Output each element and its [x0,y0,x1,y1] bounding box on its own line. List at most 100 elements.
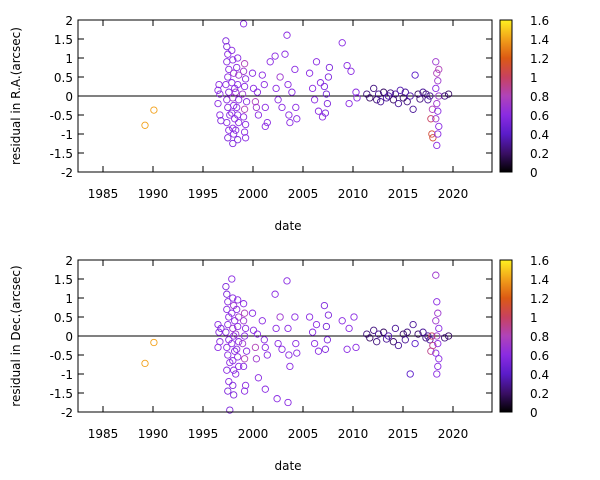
dec-y-tick-label: 1.5 [54,273,73,287]
dec-data-point [232,330,240,338]
dec-data-point [229,294,237,302]
ra-data-point [366,94,374,102]
dec-data-point [403,328,411,336]
ra-y-tick-label: -1 [61,128,73,142]
dec-data-point [434,362,442,371]
ra-data-point [370,84,378,93]
ra-data-point [222,37,230,45]
ra-data-point [433,141,441,150]
ra-colorbar-tick-label: 0.4 [530,128,549,142]
ra-data-point [229,139,237,148]
dec-data-point [271,290,279,298]
dec-data-point [435,355,443,363]
dec-colorbar-tick-label: 0.2 [530,387,549,401]
ra-data-point [216,111,224,119]
dec-data-points [141,271,453,414]
ra-data-point [376,98,385,106]
dec-data-point [414,330,422,338]
dec-data-point [261,385,269,393]
ra-data-point [254,111,263,119]
dec-data-point [229,357,237,365]
ra-colorbar-tick-label: 0 [530,166,538,180]
ra-data-point [239,113,248,121]
ra-data-point [435,122,443,131]
ra-colorbar-tick-label: 1.2 [530,52,549,66]
ra-data-point [284,80,292,89]
dec-data-point [249,326,258,334]
ra-data-point [242,98,251,106]
dec-data-point [241,381,250,390]
ra-x-tick-label: 2010 [338,187,369,201]
dec-data-point [320,301,329,310]
dec-data-point [235,313,243,321]
dec-data-point [229,381,237,390]
ra-y-tick-label: -0.5 [50,109,73,123]
dec-data-point [226,406,234,414]
dec-data-point [230,391,238,399]
dec-data-point [310,339,319,348]
ra-data-point [310,96,319,104]
ra-colorbar-gradient [499,19,513,173]
dec-data-point [240,332,249,340]
dec-data-point [391,324,400,333]
dec-data-point [141,359,149,368]
ra-colorbar-tick-label: 1 [530,71,538,85]
ra-colorbar-tick-label: 0.8 [530,90,549,104]
ra-x-tick-label: 1990 [138,187,169,201]
ra-data-point [235,118,243,127]
dec-data-point [291,313,299,321]
dec-data-point [228,275,236,283]
dec-data-point [223,366,231,374]
ra-data-point [278,103,286,112]
dec-y-tick-label: -1.5 [50,387,73,401]
dec-data-point [231,317,239,325]
ra-data-point [225,88,233,96]
ra-data-point [305,69,314,77]
dec-data-point [251,343,260,352]
ra-data-point [386,89,395,97]
dec-data-point [224,387,232,395]
ra-data-point [428,130,436,138]
ra-residual-panel: residual in R.A.(arcsec) -2 -1.5 -1 -0.5… [9,14,549,233]
dec-colorbar-tick-label: 1.4 [530,273,549,287]
ra-data-point [253,88,262,96]
ra-data-point [292,103,300,112]
ra-data-point [434,77,442,85]
ra-data-point [224,134,232,142]
dec-data-point [233,305,241,314]
dec-data-point [411,339,419,348]
ra-data-point [324,73,333,81]
ra-plot-frame [77,19,493,173]
dec-data-point [276,313,284,321]
ra-y-tick-label: 1 [65,52,73,66]
ra-data-point [241,75,250,83]
ra-x-axis-label: date [274,219,301,233]
ra-data-point [234,136,242,144]
dec-data-point [273,395,281,403]
dec-data-point [286,362,294,371]
dec-data-point [312,320,321,329]
ra-data-point [223,118,231,127]
ra-data-point [240,60,249,68]
dec-data-point [338,317,346,325]
dec-data-point [223,305,231,314]
dec-data-point [429,341,437,350]
ra-x-tick-label: 2005 [288,187,319,201]
ra-data-point [214,99,222,108]
ra-y-tick-label: -1.5 [50,147,73,161]
ra-data-point [263,118,271,127]
ra-data-point [228,46,236,55]
ra-colorbar-tick-label: 0.6 [530,109,549,123]
dec-data-point [283,277,291,285]
dec-data-point [293,349,301,357]
ra-data-point [233,63,241,72]
ra-data-point [224,50,232,58]
dec-data-point [224,351,232,359]
ra-data-point [223,58,231,66]
dec-data-point [384,332,393,340]
dec-data-point [350,313,358,321]
dec-colorbar-tick-label: 1 [530,311,538,325]
ra-y-tick-label: 1.5 [54,33,73,47]
ra-data-point [283,31,291,39]
dec-data-point [252,355,261,363]
